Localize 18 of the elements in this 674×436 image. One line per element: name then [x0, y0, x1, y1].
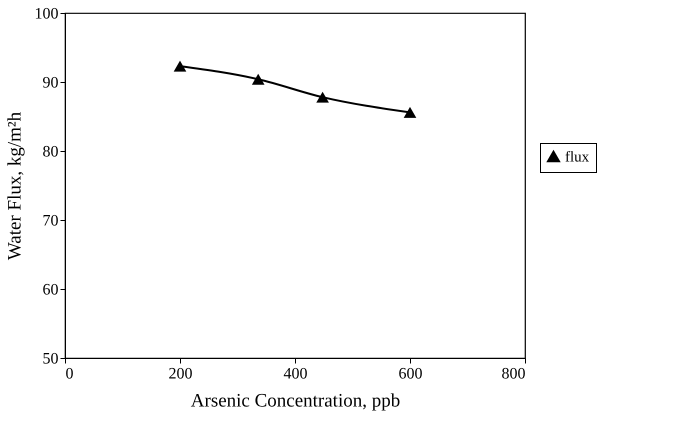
x-tick-label: 600: [398, 366, 422, 382]
legend-label: flux: [565, 150, 590, 166]
point: [404, 106, 416, 118]
point: [174, 60, 186, 72]
x-tick-label: 400: [284, 366, 308, 382]
y-tick-label: 70: [42, 212, 58, 230]
x-tick-label: 200: [168, 366, 192, 382]
x-tick-label: 0: [66, 366, 74, 382]
y-tick-label: 50: [42, 350, 58, 368]
y-tick-label: 80: [42, 144, 58, 160]
x-tick-label: 800: [502, 366, 526, 382]
y-tick-label: 100: [34, 6, 58, 22]
y-tick-label: 60: [42, 282, 58, 298]
point: [252, 74, 265, 85]
y-axis-title: Water Flux, kg/m²h: [4, 111, 26, 260]
y-tick-label: 90: [42, 74, 58, 92]
point: [316, 92, 329, 103]
x-axis-title: Arsenic Concentration, ppb: [190, 390, 400, 412]
